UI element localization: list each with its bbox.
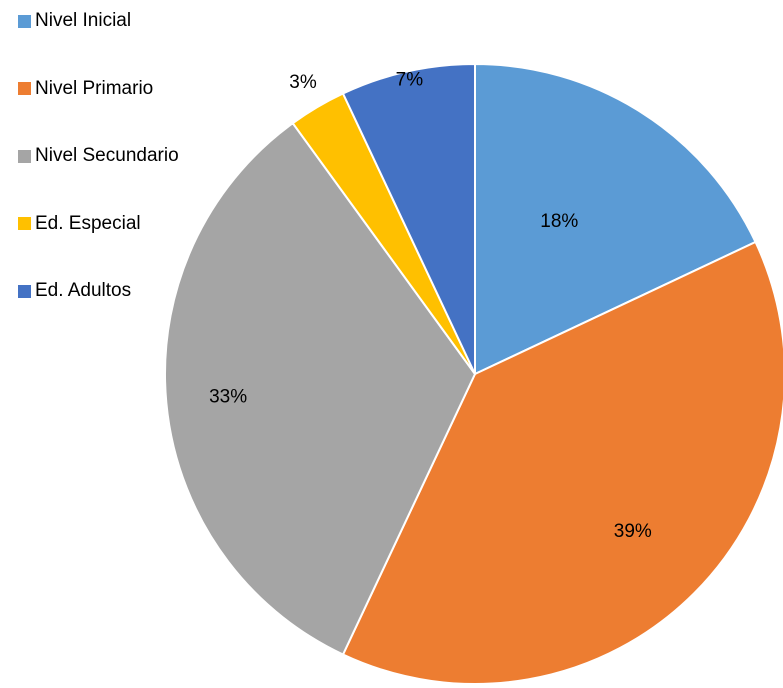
data-label-nivel-primario: 39% <box>614 521 652 542</box>
legend-label-nivel-inicial: Nivel Inicial <box>35 10 132 31</box>
legend-swatch-nivel-inicial <box>18 14 31 28</box>
legend-swatch-nivel-secundario <box>18 149 31 163</box>
legend-item-ed-adultos: Ed. Adultos <box>18 280 179 302</box>
legend-swatch-nivel-primario <box>18 82 31 95</box>
legend-label-nivel-secundario: Nivel Secundario <box>35 145 179 166</box>
pie-slice-nivel-inicial <box>474 62 757 376</box>
chart-legend: Nivel Inicial Nivel Primario Nivel Secun… <box>18 10 179 348</box>
legend-item-nivel-inicial: Nivel Inicial <box>18 10 179 32</box>
legend-item-nivel-primario: Nivel Primario <box>18 78 179 100</box>
legend-swatch-ed-adultos <box>18 284 31 298</box>
data-label-ed-adultos: 7% <box>396 70 424 91</box>
legend-label-nivel-primario: Nivel Primario <box>35 77 154 99</box>
data-label-nivel-secundario: 33% <box>209 386 247 407</box>
pie-slice-nivel-secundario <box>163 121 477 656</box>
legend-label-ed-adultos: Ed. Adultos <box>35 280 132 301</box>
pie-slice-ed-adultos <box>341 62 476 375</box>
legend-item-nivel-secundario: Nivel Secundario <box>18 145 179 167</box>
data-label-ed-especial: 3% <box>289 72 317 93</box>
data-label-nivel-inicial: 18% <box>540 211 578 232</box>
legend-item-ed-especial: Ed. Especial <box>18 213 179 235</box>
legend-swatch-ed-especial <box>18 217 31 230</box>
legend-label-ed-especial: Ed. Especial <box>35 212 141 234</box>
pie-slice-nivel-primario <box>341 240 783 685</box>
